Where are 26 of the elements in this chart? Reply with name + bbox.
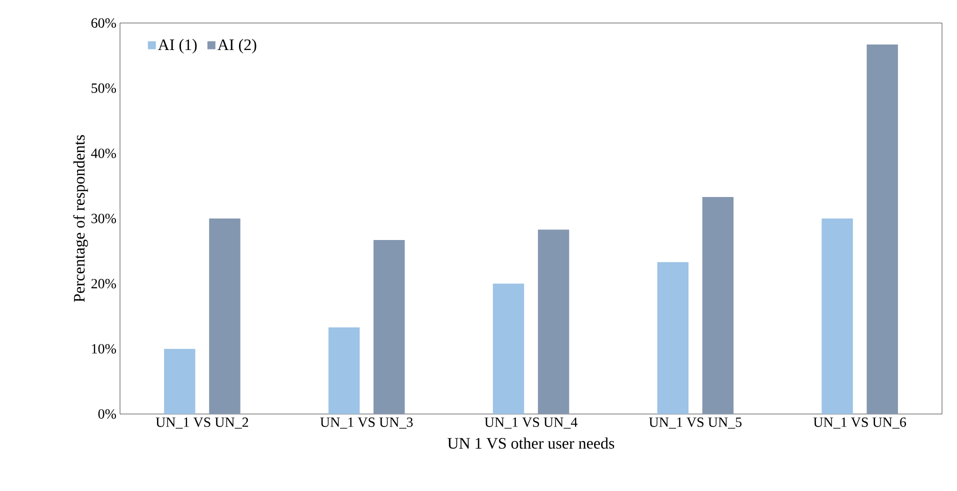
x-axis-title: UN 1 VS other user needs [448, 437, 614, 449]
bar [328, 327, 360, 414]
y-tick-label: 60% [91, 18, 116, 28]
y-tick-label: 0% [98, 409, 116, 419]
bar [492, 284, 524, 414]
legend-label: AI (2) [218, 38, 256, 54]
bar [374, 240, 405, 414]
x-tick-label: UN_1 VS UN_2 [156, 418, 248, 429]
y-tick-label: 40% [91, 148, 116, 158]
bar [702, 196, 734, 414]
y-tick-label: 10% [92, 344, 116, 354]
y-tick-label: 30% [91, 214, 116, 224]
bar [164, 348, 196, 414]
bar [866, 44, 898, 414]
x-tick-label: UN_1 VS UN_6 [813, 418, 906, 429]
x-tick-label: UN_1 VS UN_5 [649, 418, 742, 429]
legend-label: AI (1) [158, 38, 197, 54]
x-tick-label: UN_1 VS UN_3 [320, 418, 413, 429]
x-tick-label: UN_1 VS UN_4 [484, 418, 578, 429]
y-tick-label: 50% [92, 83, 116, 93]
bar [822, 218, 853, 414]
y-tick-label: 20% [91, 278, 116, 288]
bar [209, 218, 240, 414]
bar [538, 230, 570, 414]
bar [657, 262, 688, 414]
y-axis-title: Percentage of respondents [73, 135, 88, 302]
